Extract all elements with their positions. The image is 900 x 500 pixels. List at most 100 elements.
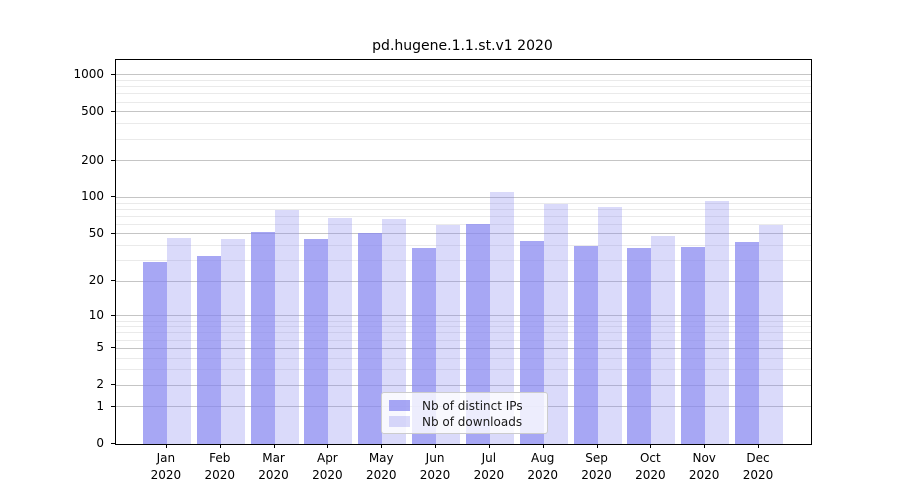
y-axis-tick-label: 5: [96, 340, 104, 355]
x-axis-tick: [435, 444, 437, 448]
gridline-minor: [116, 339, 811, 341]
x-axis-tick-label: Feb 2020: [204, 451, 235, 482]
x-axis-tick: [219, 444, 221, 448]
y-axis-tick-label: 200: [81, 152, 104, 167]
gridline-minor: [116, 93, 811, 95]
x-axis-tick-label: Sep 2020: [581, 451, 612, 482]
y-axis-tick: [111, 159, 115, 161]
bar-downloads-feb: [220, 239, 245, 444]
bar-distinct-ips-apr: [304, 239, 329, 444]
gridline-major: [116, 74, 811, 76]
y-axis-tick: [111, 443, 115, 444]
legend-swatch-distinct-ips: [389, 400, 410, 411]
y-axis-tick: [111, 405, 115, 407]
bar-downloads-mar: [274, 209, 299, 444]
bar-distinct-ips-sep: [573, 245, 598, 444]
x-axis-tick-label: Apr 2020: [312, 451, 343, 482]
x-axis-tick: [327, 444, 329, 448]
x-axis-tick-label: Mar 2020: [258, 451, 289, 482]
gridline-minor: [116, 223, 811, 225]
y-axis-tick-label: 2: [96, 377, 104, 392]
y-axis-tick-label: 500: [81, 103, 104, 118]
gridline-minor: [116, 260, 811, 262]
bar-distinct-ips-nov: [681, 246, 706, 444]
x-axis-tick: [596, 444, 598, 448]
x-axis-tick: [381, 444, 383, 448]
y-axis-tick-label: 10: [88, 307, 104, 322]
x-axis-tick-label: Jun 2020: [419, 451, 451, 482]
y-axis-tick-label: 1: [96, 398, 104, 413]
y-axis-tick: [111, 280, 115, 282]
gridline-minor: [116, 332, 811, 334]
bar-distinct-ips-jan: [142, 262, 167, 444]
gridline-minor: [116, 86, 811, 88]
gridline-major: [116, 280, 811, 282]
legend-label-downloads: Nb of downloads: [422, 414, 523, 429]
legend-entry-distinct-ips: Nb of distinct IPs: [389, 398, 539, 413]
gridline-major: [116, 111, 811, 113]
gridline-major: [116, 347, 811, 349]
y-axis: 0 1 2 5 10 20 50 100 200 500 1000: [0, 59, 115, 450]
gridline-minor: [116, 369, 811, 371]
bar-downloads-jan: [166, 238, 191, 444]
gridline-minor: [116, 80, 811, 82]
gridline-minor: [116, 357, 811, 359]
y-axis-tick: [111, 73, 115, 75]
x-axis-tick-label: Oct 2020: [635, 451, 666, 482]
gridline-major: [116, 233, 811, 235]
x-axis-tick-label: May 2020: [365, 451, 397, 482]
bar-distinct-ips-dec: [735, 241, 760, 444]
chart-title: pd.hugene.1.1.st.v1 2020: [372, 38, 553, 54]
legend: Nb of distinct IPs Nb of downloads: [381, 392, 548, 434]
legend-swatch-downloads: [389, 416, 410, 427]
bar-distinct-ips-oct: [627, 248, 652, 444]
gridline-minor: [116, 123, 811, 125]
x-axis-tick-label: Nov 2020: [688, 451, 720, 482]
x-axis: Jan 2020 Feb 2020 Mar 2020 Apr 2020 May 2020…: [115, 444, 810, 500]
y-axis-tick: [111, 314, 115, 316]
gridline-minor: [116, 320, 811, 322]
gridline-major: [116, 384, 811, 386]
plot-area: [115, 59, 812, 445]
bar-downloads-nov: [705, 201, 730, 444]
y-axis-tick: [111, 110, 115, 112]
bar-distinct-ips-feb: [196, 255, 221, 444]
bar-downloads-sep: [597, 207, 622, 444]
bar-downloads-oct: [651, 236, 676, 444]
x-axis-tick-label: Dec 2020: [742, 451, 774, 482]
gridline-major: [116, 160, 811, 162]
gridline-major: [116, 315, 811, 317]
y-axis-tick: [111, 196, 115, 198]
y-axis-tick-label: 1000: [73, 66, 104, 81]
y-axis-tick: [111, 232, 115, 234]
x-axis-tick-label: Aug 2020: [527, 451, 558, 482]
gridline-minor: [116, 208, 811, 210]
x-axis-tick: [704, 444, 706, 448]
y-axis-tick: [111, 384, 115, 386]
x-axis-tick: [165, 444, 167, 448]
x-axis-tick-label: Jan 2020: [150, 451, 182, 482]
gridline-minor: [116, 101, 811, 103]
y-axis-tick-label: 100: [81, 189, 104, 204]
gridline-minor: [116, 202, 811, 204]
y-axis-tick: [111, 347, 115, 349]
legend-entry-downloads: Nb of downloads: [389, 414, 539, 429]
bar-distinct-ips-may: [358, 232, 383, 444]
legend-label-distinct-ips: Nb of distinct IPs: [422, 398, 523, 413]
y-axis-tick-label: 0: [96, 436, 104, 450]
gridline-minor: [116, 215, 811, 217]
x-axis-tick: [758, 444, 760, 448]
x-axis-tick: [488, 444, 490, 448]
x-axis-tick-label: Jul 2020: [473, 451, 505, 482]
y-axis-tick-label: 50: [88, 225, 104, 240]
bar-downloads-apr: [328, 217, 353, 444]
x-axis-tick: [650, 444, 652, 448]
bar-downloads-dec: [759, 225, 784, 444]
gridline-minor: [116, 326, 811, 328]
gridline-major: [116, 196, 811, 198]
x-axis-tick: [273, 444, 275, 448]
gridline-minor: [116, 245, 811, 247]
bar-distinct-ips-mar: [250, 231, 275, 444]
y-axis-tick-label: 20: [88, 273, 104, 288]
